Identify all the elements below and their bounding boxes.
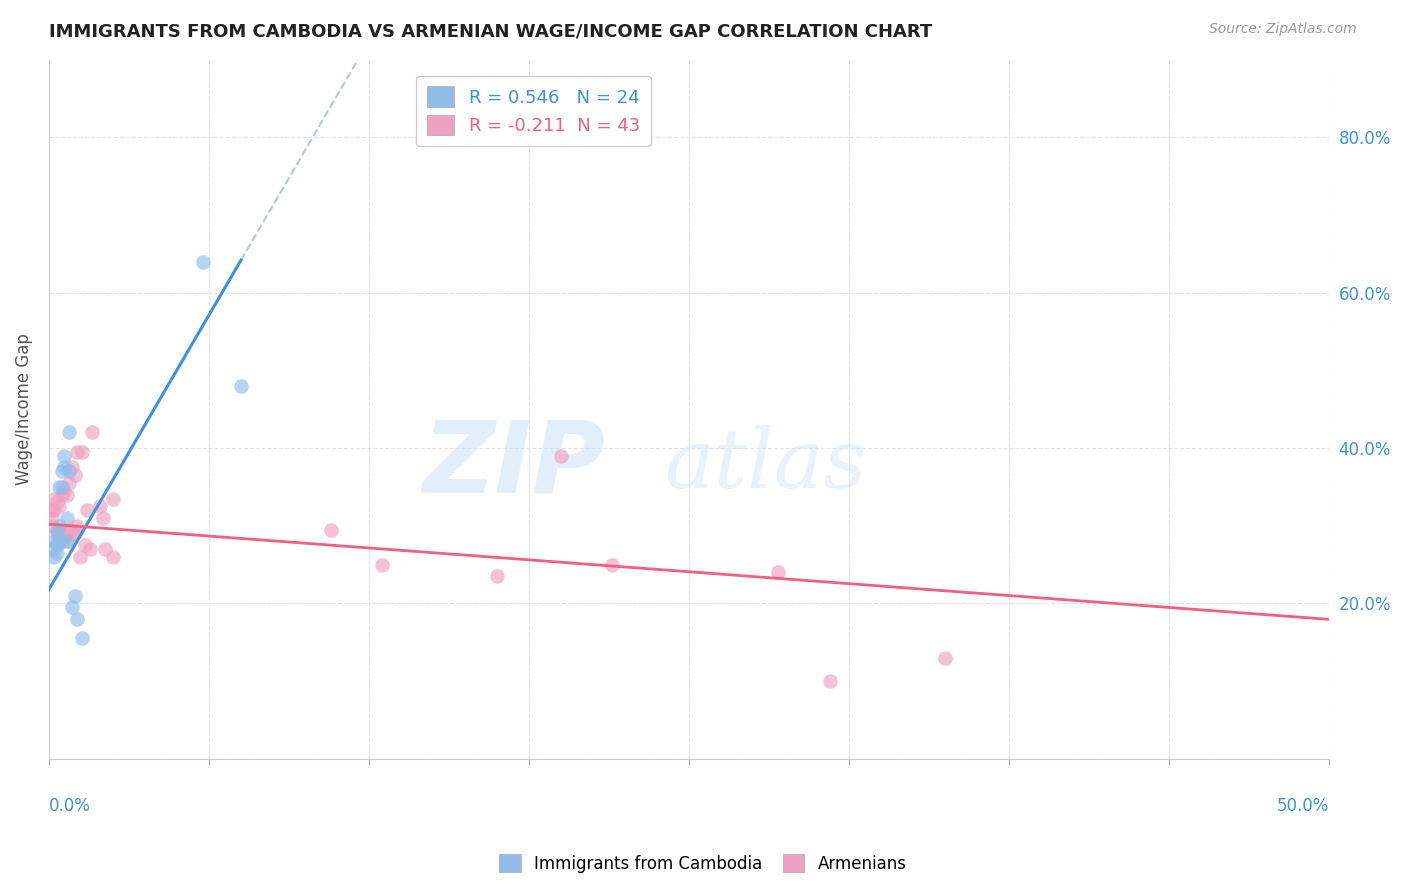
Point (70, 632, 93, 646)
Point (66, 445, 89, 459)
Point (41, 518, 63, 533)
Point (45, 495, 67, 509)
Point (101, 491, 124, 506)
Point (66, 518, 89, 533)
Point (70, 445, 93, 459)
Point (56, 511, 79, 525)
Point (60, 600, 83, 615)
Point (58, 425, 80, 440)
Point (60, 526, 83, 541)
Point (58, 475, 80, 490)
Point (41, 511, 63, 525)
Point (818, 674, 841, 689)
Point (370, 558, 392, 572)
Point (229, 379, 252, 393)
Point (82, 425, 104, 440)
Point (600, 558, 623, 572)
Point (934, 650, 956, 665)
Point (73, 538, 96, 552)
Point (66, 612, 89, 626)
Point (63, 468, 86, 483)
Point (51, 526, 73, 541)
Point (48, 534, 70, 549)
Text: IMMIGRANTS FROM CAMBODIA VS ARMENIAN WAGE/INCOME GAP CORRELATION CHART: IMMIGRANTS FROM CAMBODIA VS ARMENIAN WAG… (49, 22, 932, 40)
Point (60, 460, 83, 475)
Point (41, 503, 63, 517)
Point (53, 460, 76, 475)
Point (191, 254, 214, 268)
Point (51, 464, 73, 478)
Point (45, 538, 67, 552)
Point (42, 491, 65, 506)
Point (63, 526, 86, 541)
Point (53, 449, 76, 463)
Point (45, 546, 67, 560)
Point (41, 542, 63, 557)
Point (58, 534, 80, 549)
Point (94, 542, 117, 557)
Point (56, 488, 79, 502)
Text: 50.0%: 50.0% (1277, 797, 1329, 815)
Point (48, 518, 70, 533)
Point (550, 449, 572, 463)
Point (79, 542, 101, 557)
Point (42, 549, 65, 564)
Text: atlas: atlas (665, 425, 868, 505)
Point (485, 569, 508, 583)
Point (76, 503, 98, 517)
Legend: Immigrants from Cambodia, Armenians: Immigrants from Cambodia, Armenians (492, 847, 914, 880)
Point (56, 526, 79, 541)
Point (51, 534, 73, 549)
Point (319, 523, 342, 537)
Point (48, 500, 70, 514)
Y-axis label: Wage/Income Gap: Wage/Income Gap (15, 334, 32, 485)
Point (53, 530, 76, 544)
Point (45, 526, 67, 541)
Point (58, 464, 80, 478)
Point (45, 523, 67, 537)
Point (56, 534, 79, 549)
Point (51, 480, 73, 494)
Text: ZIP: ZIP (423, 417, 606, 514)
Point (48, 523, 70, 537)
Point (51, 488, 73, 502)
Point (42, 503, 65, 517)
Point (63, 589, 86, 603)
Point (89, 500, 111, 514)
Point (42, 534, 65, 549)
Point (101, 549, 124, 564)
Point (69, 549, 91, 564)
Point (48, 480, 70, 494)
Point (58, 523, 80, 537)
Text: Source: ZipAtlas.com: Source: ZipAtlas.com (1209, 22, 1357, 37)
Point (768, 566, 790, 580)
Legend: R = 0.546   N = 24, R = -0.211  N = 43: R = 0.546 N = 24, R = -0.211 N = 43 (416, 76, 651, 146)
Point (91, 511, 114, 525)
Text: 0.0%: 0.0% (49, 797, 91, 815)
Point (53, 483, 76, 498)
